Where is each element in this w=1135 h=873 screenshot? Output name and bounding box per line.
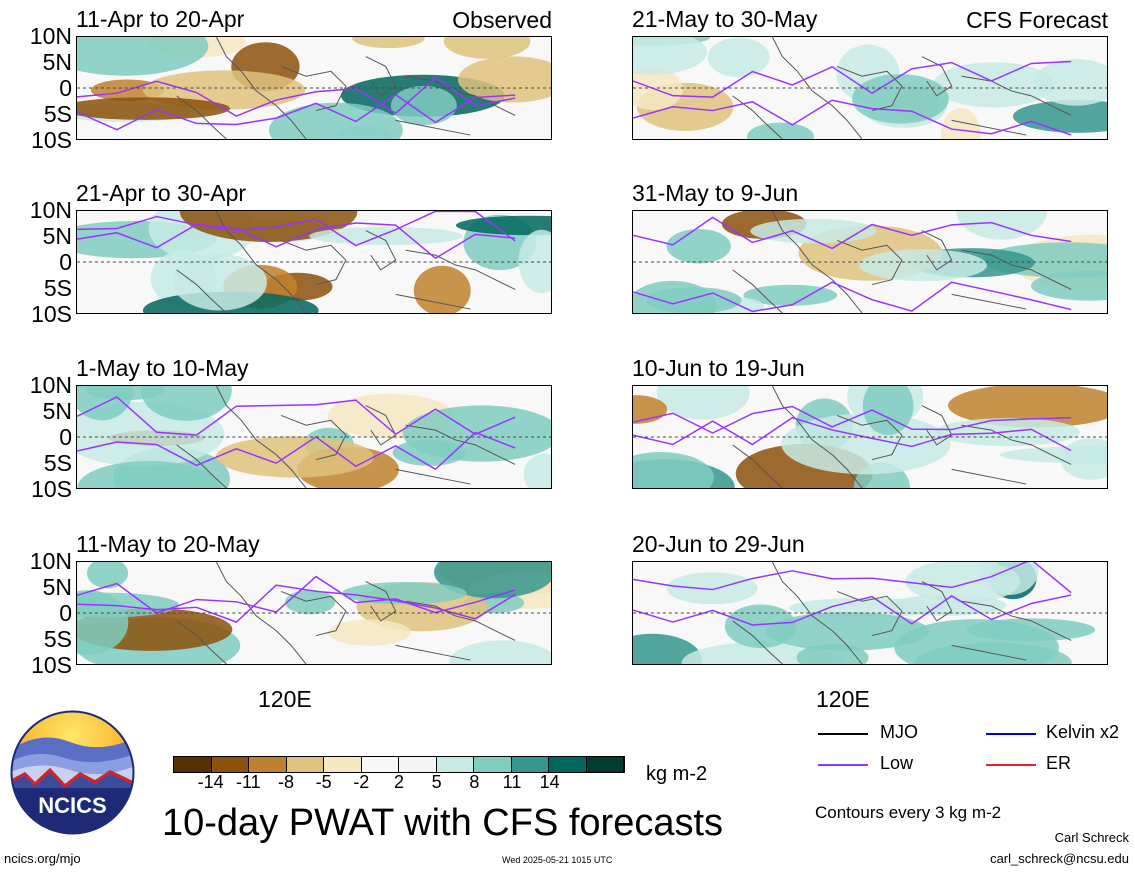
lat-label: 5S bbox=[43, 626, 72, 652]
colorbar-tick-label: 2 bbox=[393, 772, 404, 792]
lat-label: 0 bbox=[59, 424, 72, 450]
colorbar-units: kg m-2 bbox=[646, 763, 708, 785]
contour-note: Contours every 3 kg m-2 bbox=[815, 803, 1002, 822]
colorbar-swatch bbox=[586, 757, 624, 772]
pwat-map bbox=[632, 210, 1108, 314]
colorbar-tick-label: -14 bbox=[197, 772, 224, 792]
colorbar-tick-label: -11 bbox=[235, 772, 261, 792]
colorbar-tick-label: 14 bbox=[539, 772, 560, 792]
legend-line-er bbox=[986, 764, 1036, 766]
colorbar-tick-label: 8 bbox=[469, 772, 480, 792]
lat-label: 0 bbox=[59, 600, 72, 626]
panel-title: 21-May to 30-May bbox=[632, 6, 818, 32]
colorbar-tick-label: 5 bbox=[431, 772, 442, 792]
lat-label: 0 bbox=[59, 249, 72, 275]
panel-title: 11-Apr to 20-Apr bbox=[76, 6, 245, 32]
lat-label: 5S bbox=[43, 101, 72, 127]
lat-label: 5S bbox=[43, 450, 72, 476]
legend-line-kelvin bbox=[986, 733, 1036, 735]
lat-label: 10S bbox=[31, 301, 72, 327]
colorbar-swatch bbox=[286, 757, 324, 772]
colorbar-swatch bbox=[174, 757, 212, 772]
author-name: Carl Schreck bbox=[1054, 830, 1129, 845]
author-email: carl_schreck@ncsu.edu bbox=[990, 851, 1129, 866]
lat-label: 5N bbox=[42, 49, 72, 75]
pwat-map bbox=[76, 36, 552, 140]
colorbar-swatch bbox=[511, 757, 549, 772]
lat-label: 10S bbox=[31, 652, 72, 678]
lat-label: 5S bbox=[43, 275, 72, 301]
site-url: ncics.org/mjo bbox=[4, 851, 81, 866]
pwat-map bbox=[632, 36, 1108, 140]
lat-label: 5N bbox=[42, 574, 72, 600]
lat-label: 10N bbox=[29, 548, 72, 574]
ncics-logo: NCICS bbox=[10, 710, 135, 835]
legend-label-kelvin: Kelvin x2 bbox=[1046, 722, 1120, 742]
pwat-map bbox=[632, 561, 1108, 665]
panel-tag: CFS Forecast bbox=[966, 7, 1108, 33]
colorbar-swatch bbox=[249, 757, 287, 772]
timestamp: Wed 2025-05-21 1015 UTC bbox=[502, 855, 613, 865]
colorbar-swatch bbox=[211, 757, 249, 772]
lat-label: 5N bbox=[42, 398, 72, 424]
lat-label: 10N bbox=[29, 197, 72, 223]
lon-label-right: 120E bbox=[816, 686, 870, 712]
lat-label: 10N bbox=[29, 23, 72, 49]
lat-label: 5N bbox=[42, 223, 72, 249]
colorbar bbox=[173, 756, 625, 773]
panel-title: 11-May to 20-May bbox=[76, 531, 260, 557]
legend-label-er: ER bbox=[1046, 753, 1072, 773]
colorbar-swatch bbox=[549, 757, 587, 772]
legend-line-low bbox=[818, 764, 868, 766]
colorbar-swatch bbox=[399, 757, 437, 772]
legend-label-low: Low bbox=[880, 753, 914, 773]
colorbar-swatch bbox=[474, 757, 512, 772]
panel-tag: Observed bbox=[452, 7, 552, 33]
pwat-map bbox=[76, 385, 552, 489]
colorbar-tick-label: -2 bbox=[353, 772, 370, 792]
colorbar-swatch bbox=[324, 757, 362, 772]
lat-label: 10S bbox=[31, 127, 72, 153]
panel-title: 31-May to 9-Jun bbox=[632, 180, 799, 206]
colorbar-swatch bbox=[361, 757, 399, 772]
pwat-map bbox=[76, 561, 552, 665]
lon-label-left: 120E bbox=[258, 686, 312, 712]
panel-title: 1-May to 10-May bbox=[76, 355, 249, 381]
legend-line-mjo bbox=[818, 733, 868, 735]
lat-label: 0 bbox=[59, 75, 72, 101]
main-title: 10-day PWAT with CFS forecasts bbox=[162, 802, 724, 844]
lat-label: 10S bbox=[31, 476, 72, 502]
colorbar-tick-label: -5 bbox=[315, 772, 332, 792]
panel-title: 10-Jun to 19-Jun bbox=[632, 355, 805, 381]
pwat-map bbox=[76, 210, 552, 314]
legend-label-mjo: MJO bbox=[880, 722, 918, 742]
panel-title: 21-Apr to 30-Apr bbox=[76, 180, 247, 206]
lat-label: 10N bbox=[29, 372, 72, 398]
logo-text: NCICS bbox=[38, 793, 106, 818]
colorbar-swatch bbox=[436, 757, 474, 772]
colorbar-tick-label: 11 bbox=[502, 772, 522, 792]
colorbar-tick-label: -8 bbox=[277, 772, 294, 792]
panel-title: 20-Jun to 29-Jun bbox=[632, 531, 805, 557]
pwat-map bbox=[632, 385, 1108, 489]
